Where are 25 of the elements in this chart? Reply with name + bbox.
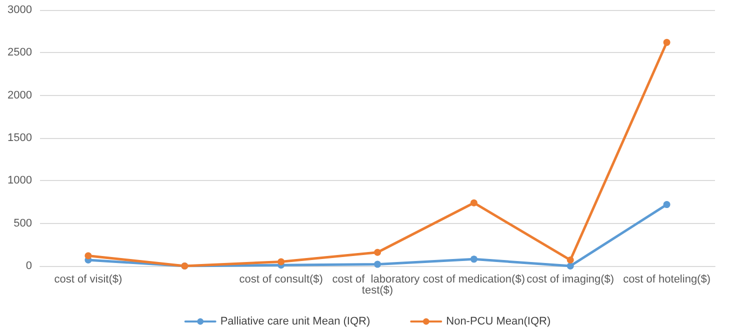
point [374,248,381,256]
x-tick-label: cost of laboratory test($) [332,274,423,296]
y-tick-label: 0 [26,260,32,272]
point [470,199,478,206]
x-tick-label: cost of medication($) [422,274,525,286]
point [470,256,478,263]
point [566,262,574,270]
point [566,256,574,264]
legend-label: Non-PCU Mean(IQR) [446,316,551,328]
point [374,260,381,268]
x-tick-label: cost of consult($) [239,274,323,286]
point [663,38,670,46]
x-tick-label: cost of hoteling($) [623,274,711,286]
y-tick-label: 500 [14,217,32,230]
y-tick-label: 3000 [8,4,32,16]
x-tick-label: cost of imaging($) [526,274,614,286]
point [278,258,285,266]
y-tick-label: 1500 [8,132,32,144]
legend-label: Palliative care unit Mean (IQR) [220,316,370,328]
point [663,201,670,208]
y-tick-label: 1000 [8,174,32,187]
x-tick-label: cost of visit($) [54,274,122,286]
y-tick-label: 2500 [8,46,32,59]
y-tick-label: 2000 [8,89,32,102]
point [84,252,92,260]
